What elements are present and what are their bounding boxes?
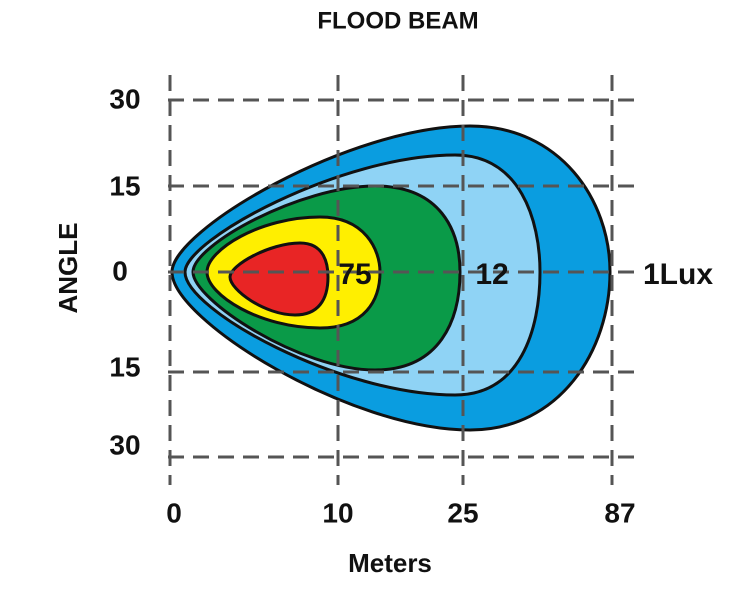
contour-label: 75 bbox=[338, 258, 371, 291]
zone-red bbox=[228, 241, 330, 317]
chart-title: FLOOD BEAM bbox=[317, 7, 478, 34]
y-tick-label: 30 bbox=[109, 429, 140, 460]
contour-label: 1Lux bbox=[643, 258, 713, 291]
y-tick-label: 15 bbox=[109, 170, 140, 201]
x-tick-label: 25 bbox=[447, 497, 478, 528]
x-tick-label: 10 bbox=[322, 497, 353, 528]
y-axis-label: ANGLE bbox=[53, 223, 83, 314]
y-tick-label: 0 bbox=[112, 255, 128, 286]
grid bbox=[168, 75, 634, 485]
x-tick-label: 87 bbox=[604, 497, 635, 528]
y-tick-label: 30 bbox=[109, 83, 140, 114]
x-axis-label: Meters bbox=[348, 548, 432, 578]
y-tick-label: 15 bbox=[109, 351, 140, 382]
contour-label: 12 bbox=[475, 258, 508, 291]
x-tick-label: 0 bbox=[166, 497, 182, 528]
